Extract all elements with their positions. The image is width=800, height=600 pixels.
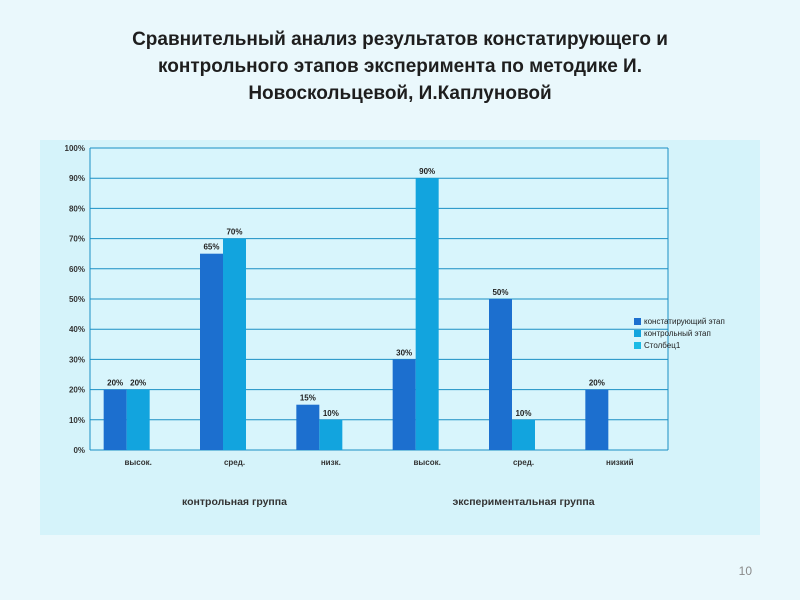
legend-swatch: [634, 342, 641, 349]
slide-title: Сравнительный анализ результатов констат…: [60, 26, 740, 107]
data-label: 20%: [130, 379, 146, 388]
bar: [392, 359, 416, 450]
page-number: 10: [738, 564, 752, 578]
y-tick-label: 90%: [69, 174, 85, 183]
bar: [200, 253, 223, 450]
bar: [103, 389, 127, 450]
data-label: 65%: [203, 243, 219, 252]
group-label: контрольная группа: [182, 496, 287, 508]
x-tick-label: сред.: [513, 458, 534, 467]
y-tick-label: 70%: [69, 235, 85, 244]
legend-swatch: [634, 318, 641, 325]
data-label: 30%: [396, 348, 412, 357]
bar: [489, 299, 512, 450]
x-tick-label: высок.: [125, 458, 152, 467]
y-tick-label: 80%: [69, 204, 85, 213]
group-label: экспериментальная группа: [452, 496, 594, 508]
bar-chart: 0% 10% 20% 30% 40% 50% 60% 70% 80% 90% 100% 20% 20% в…: [65, 144, 725, 508]
data-label: 70%: [226, 228, 242, 237]
chart-panel: 0% 10% 20% 30% 40% 50% 60% 70% 80% 90% 100% 20% 20% в…: [40, 140, 760, 535]
data-label: 50%: [492, 288, 508, 297]
slide-title-line-1: Сравнительный анализ результатов констат…: [132, 29, 668, 50]
y-tick-label: 20%: [69, 386, 85, 395]
y-tick-label: 50%: [69, 295, 85, 304]
data-label: 20%: [107, 379, 123, 388]
legend-swatch: [634, 330, 641, 337]
x-tick-label: низкий: [606, 458, 634, 467]
data-label: 10%: [515, 409, 531, 418]
bar: [126, 389, 150, 450]
bar: [223, 238, 246, 450]
bar: [512, 419, 535, 450]
y-tick-label: 60%: [69, 265, 85, 274]
data-label: 90%: [419, 167, 435, 176]
bar: [319, 419, 343, 450]
bar: [415, 178, 439, 450]
slide-title-line-2: контрольного этапов эксперимента по мето…: [158, 56, 642, 77]
bar: [585, 389, 609, 450]
y-tick-label: 10%: [69, 416, 85, 425]
legend-label: Столбец1: [644, 341, 681, 350]
y-tick-label: 30%: [69, 355, 85, 364]
legend-label: констатирующий этап: [644, 317, 725, 326]
data-label: 15%: [300, 394, 316, 403]
y-tick-label: 40%: [69, 325, 85, 334]
bar: [296, 404, 320, 450]
data-label: 10%: [323, 409, 339, 418]
y-tick-label: 0%: [73, 446, 85, 455]
slide-title-line-3: Новоскольцевой, И.Каплуновой: [248, 83, 552, 104]
x-tick-label: высок.: [414, 458, 441, 467]
y-tick-label: 100%: [65, 144, 85, 153]
legend-label: контрольный этап: [644, 329, 711, 338]
x-tick-label: сред.: [224, 458, 245, 467]
data-label: 20%: [589, 379, 605, 388]
x-tick-label: низк.: [321, 458, 341, 467]
